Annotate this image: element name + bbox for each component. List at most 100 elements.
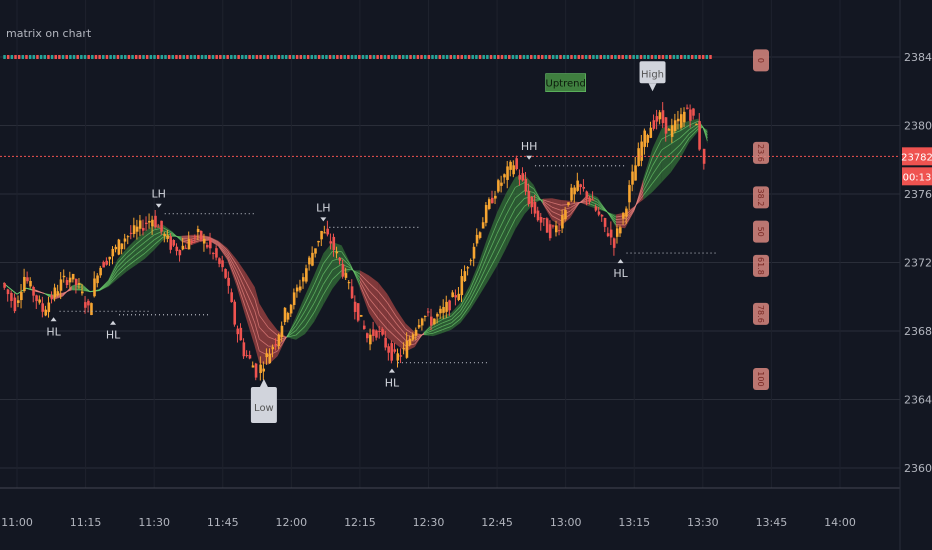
signal-dot	[299, 55, 303, 59]
signal-dot	[409, 55, 412, 59]
signal-dot	[131, 55, 134, 59]
candle-body	[606, 233, 610, 237]
candle-body	[430, 316, 433, 326]
ribbon-line	[679, 137, 690, 153]
ribbon-line	[643, 156, 653, 183]
ribbon-line	[542, 201, 553, 212]
candle-body	[17, 300, 20, 303]
level-tag	[753, 302, 769, 325]
ribbon-line	[505, 208, 516, 227]
signal-dot	[632, 55, 635, 59]
x-tick-label: 11:00	[1, 516, 33, 529]
signal-dot	[705, 55, 709, 59]
signal-dot	[471, 55, 474, 59]
signal-dot	[449, 55, 453, 59]
signal-dot	[658, 55, 661, 59]
ribbon-line	[108, 262, 118, 282]
ribbon-line	[542, 202, 553, 217]
signal-dot	[577, 55, 581, 59]
ribbon-line	[190, 238, 200, 242]
y-tick-label: 23600	[904, 462, 932, 475]
candle-body	[661, 110, 665, 124]
signal-dot	[537, 55, 540, 59]
candle-body	[13, 297, 17, 312]
signal-dot	[259, 55, 262, 59]
candle-body	[359, 315, 363, 317]
signal-dot	[94, 55, 98, 59]
ribbon-line	[469, 269, 480, 291]
ribbon-line	[99, 282, 109, 291]
candle-body	[129, 232, 133, 234]
signal-dot	[310, 55, 314, 59]
candle-body	[99, 267, 102, 276]
ribbon-line	[108, 266, 118, 283]
ribbon-line	[396, 337, 406, 347]
signal-dot	[105, 55, 109, 59]
candle-body	[295, 287, 299, 292]
ribbon-line	[313, 294, 324, 313]
signal-dot	[288, 55, 292, 59]
ribbon-line	[588, 195, 598, 201]
y-tick-label: 23680	[904, 325, 932, 338]
signal-dot	[113, 55, 116, 59]
ribbon-line	[515, 182, 525, 188]
candle-body	[56, 291, 60, 296]
signal-dot	[138, 55, 142, 59]
signal-dot	[380, 55, 383, 59]
signal-dot	[76, 55, 79, 59]
signal-dot	[123, 55, 127, 59]
ribbon-line	[505, 218, 516, 238]
candle-body	[138, 220, 142, 229]
ribbon-line	[304, 302, 315, 319]
candle-body	[387, 346, 390, 353]
candle-body	[271, 347, 275, 350]
candle-body	[466, 267, 470, 269]
signal-dot	[376, 55, 379, 59]
candle-body	[254, 363, 258, 378]
signal-dot	[690, 55, 694, 59]
pivot-marker	[388, 368, 395, 373]
ribbon-band	[442, 312, 452, 334]
signal-dot	[442, 55, 445, 59]
ribbon-line	[624, 209, 635, 223]
signal-dot	[215, 55, 218, 59]
candle-body	[62, 275, 66, 278]
signal-dot	[6, 55, 10, 59]
signal-dot	[134, 55, 138, 59]
ribbon-line	[451, 314, 461, 324]
ribbon-line	[551, 206, 562, 211]
ribbon-line	[254, 322, 260, 340]
ribbon-line	[396, 323, 406, 335]
candle-body	[646, 135, 650, 143]
ribbon-line	[259, 338, 269, 347]
candle-body	[41, 303, 44, 312]
ribbon-line	[652, 149, 663, 166]
ribbon-line	[652, 138, 663, 158]
signal-dot	[573, 55, 577, 59]
ribbon-line	[442, 315, 452, 320]
candle-body	[545, 218, 549, 233]
candle-body	[448, 300, 451, 311]
candle-body	[20, 292, 23, 301]
signal-dot	[661, 55, 665, 59]
candle-body	[105, 260, 108, 265]
ribbon-line	[496, 236, 507, 256]
signal-dot	[654, 55, 657, 59]
candle-body	[251, 365, 255, 368]
ribbon-line	[117, 252, 128, 264]
signal-dot	[186, 55, 189, 59]
ribbon-line	[144, 229, 155, 237]
candle-body	[65, 280, 69, 286]
pivot-label: HL	[106, 329, 121, 342]
candle-body	[341, 264, 345, 277]
candle-body	[698, 121, 701, 150]
x-tick-label: 13:00	[550, 516, 582, 529]
ribbon-line	[377, 300, 388, 312]
signal-dot	[204, 55, 207, 59]
ribbon-line	[259, 315, 269, 329]
ribbon-line	[423, 330, 434, 335]
signal-dot	[467, 55, 471, 59]
candle-body	[120, 243, 124, 250]
